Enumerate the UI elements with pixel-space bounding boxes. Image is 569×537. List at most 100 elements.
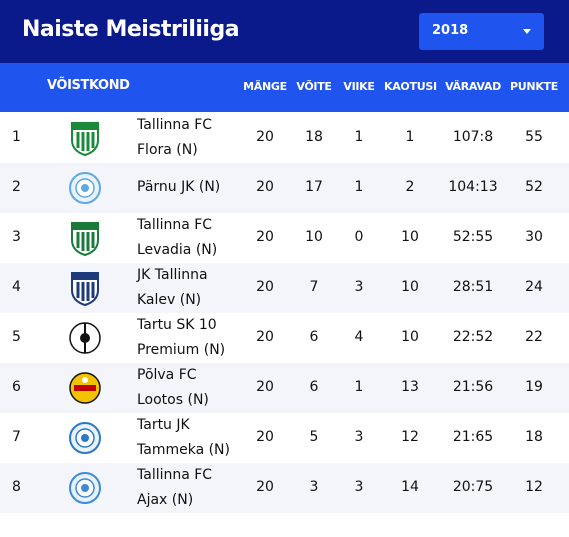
table-row[interactable]: 8 Tallinna FC Ajax (N) 20 3 3 14 20:75 12 bbox=[0, 463, 569, 513]
team-name-line-2: Lootos (N) bbox=[137, 392, 209, 408]
team-name[interactable]: Tallinna FC Ajax (N) bbox=[137, 463, 252, 513]
drawn-cell: 1 bbox=[354, 129, 364, 145]
team-name[interactable]: Tartu SK 10 Premium (N) bbox=[137, 313, 252, 363]
team-name[interactable]: Tartu JK Tammeka (N) bbox=[137, 413, 252, 463]
team-name-line-2: Flora (N) bbox=[137, 142, 198, 158]
lost-cell: 1 bbox=[405, 129, 415, 145]
team-name-line-2: Tammeka (N) bbox=[137, 442, 230, 458]
drawn-cell: 4 bbox=[354, 329, 364, 345]
played-cell: 20 bbox=[256, 279, 274, 295]
goals-cell: 22:52 bbox=[452, 329, 494, 345]
team-name[interactable]: JK Tallinna Kalev (N) bbox=[137, 263, 252, 313]
column-header-points: PUNKTE bbox=[510, 80, 558, 93]
goals-cell: 21:65 bbox=[452, 429, 494, 445]
table-header: VÕISTKOND MÄNGE VÕITE VIIKE KAOTUSI VÄRA… bbox=[0, 63, 569, 112]
goals-cell: 52:55 bbox=[452, 229, 494, 245]
column-header-goals: VÄRAVAD bbox=[445, 80, 501, 93]
played-cell: 20 bbox=[256, 379, 274, 395]
played-cell: 20 bbox=[256, 329, 274, 345]
played-cell: 20 bbox=[256, 179, 274, 195]
won-cell: 3 bbox=[309, 479, 319, 495]
goals-cell: 20:75 bbox=[452, 479, 494, 495]
won-cell: 6 bbox=[309, 379, 319, 395]
rank-cell: 5 bbox=[12, 329, 21, 345]
flora-logo-icon bbox=[71, 122, 99, 156]
table-row[interactable]: 5 Tartu SK 10 Premium (N) 20 6 4 10 22:52 22 bbox=[0, 313, 569, 363]
drawn-cell: 3 bbox=[354, 479, 364, 495]
team-name-line-1: Tallinna FC bbox=[137, 217, 213, 233]
points-cell: 55 bbox=[525, 129, 543, 145]
drawn-cell: 1 bbox=[354, 379, 364, 395]
team-name-line-1: JK Tallinna bbox=[137, 267, 208, 283]
table-row[interactable]: 3 Tallinna FC Levadia (N) 20 10 0 10 52:55 30 bbox=[0, 213, 569, 263]
lost-cell: 10 bbox=[401, 329, 419, 345]
team-name-line-1: Tartu JK bbox=[137, 417, 190, 433]
year-select[interactable]: 2018 bbox=[419, 13, 544, 50]
kalev-logo-icon bbox=[71, 272, 99, 306]
rank-cell: 6 bbox=[12, 379, 21, 395]
played-cell: 20 bbox=[256, 229, 274, 245]
ajax-logo-icon bbox=[69, 472, 101, 504]
table-row[interactable]: 4 JK Tallinna Kalev (N) 20 7 3 10 28:51 24 bbox=[0, 263, 569, 313]
won-cell: 6 bbox=[309, 329, 319, 345]
played-cell: 20 bbox=[256, 429, 274, 445]
column-header-team: VÕISTKOND bbox=[47, 78, 130, 93]
table-row[interactable]: 7 Tartu JK Tammeka (N) 20 5 3 12 21:65 18 bbox=[0, 413, 569, 463]
rank-cell: 1 bbox=[12, 129, 21, 145]
rank-cell: 4 bbox=[12, 279, 21, 295]
table-row[interactable]: 2 Pärnu JK (N) 20 17 1 2 104:13 52 bbox=[0, 163, 569, 213]
chevron-down-icon bbox=[523, 29, 531, 34]
points-cell: 12 bbox=[525, 479, 543, 495]
column-header-drawn: VIIKE bbox=[343, 80, 375, 93]
team-name[interactable]: Põlva FC Lootos (N) bbox=[137, 363, 252, 413]
won-cell: 18 bbox=[305, 129, 323, 145]
team-name[interactable]: Tallinna FC Flora (N) bbox=[137, 113, 252, 163]
goals-cell: 21:56 bbox=[452, 379, 494, 395]
column-header-won: VÕITE bbox=[296, 80, 332, 93]
table-row[interactable]: 6 Põlva FC Lootos (N) 20 6 1 13 21:56 19 bbox=[0, 363, 569, 413]
lost-cell: 12 bbox=[401, 429, 419, 445]
year-select-value: 2018 bbox=[432, 23, 469, 38]
team-name-line-1: Tartu SK 10 bbox=[137, 317, 217, 333]
won-cell: 7 bbox=[309, 279, 319, 295]
played-cell: 20 bbox=[256, 129, 274, 145]
rank-cell: 7 bbox=[12, 429, 21, 445]
rank-cell: 2 bbox=[12, 179, 21, 195]
parnu-logo-icon bbox=[69, 172, 101, 204]
tartu-sk10-logo-icon bbox=[69, 322, 101, 354]
points-cell: 30 bbox=[525, 229, 543, 245]
team-name-line-1: Põlva FC bbox=[137, 367, 197, 383]
team-name-line-2: Kalev (N) bbox=[137, 292, 202, 308]
lost-cell: 13 bbox=[401, 379, 419, 395]
column-header-lost: KAOTUSI bbox=[384, 80, 437, 93]
drawn-cell: 0 bbox=[354, 229, 364, 245]
lost-cell: 14 bbox=[401, 479, 419, 495]
goals-cell: 107:8 bbox=[452, 129, 494, 145]
drawn-cell: 3 bbox=[354, 429, 364, 445]
team-name-line-1: Tallinna FC bbox=[137, 117, 213, 133]
team-name-line-2: Levadia (N) bbox=[137, 242, 218, 258]
tammeka-logo-icon bbox=[69, 422, 101, 454]
lootos-logo-icon bbox=[69, 372, 101, 404]
team-name[interactable]: Tallinna FC Levadia (N) bbox=[137, 213, 252, 263]
goals-cell: 28:51 bbox=[452, 279, 494, 295]
rank-cell: 8 bbox=[12, 479, 21, 495]
column-header-played: MÄNGE bbox=[243, 80, 287, 93]
lost-cell: 10 bbox=[401, 279, 419, 295]
top-bar: Naiste Meistriliiga 2018 bbox=[0, 0, 569, 63]
points-cell: 18 bbox=[525, 429, 543, 445]
won-cell: 10 bbox=[305, 229, 323, 245]
points-cell: 24 bbox=[525, 279, 543, 295]
table-row[interactable]: 1 Tallinna FC Flora (N) 20 18 1 1 107:8 55 bbox=[0, 113, 569, 163]
team-name[interactable]: Pärnu JK (N) bbox=[137, 175, 252, 200]
page-title: Naiste Meistriliiga bbox=[22, 17, 240, 42]
won-cell: 5 bbox=[309, 429, 319, 445]
points-cell: 22 bbox=[525, 329, 543, 345]
rank-cell: 3 bbox=[12, 229, 21, 245]
points-cell: 52 bbox=[525, 179, 543, 195]
played-cell: 20 bbox=[256, 479, 274, 495]
team-name-line-1: Tallinna FC bbox=[137, 467, 213, 483]
team-name-line-1: Pärnu JK (N) bbox=[137, 179, 221, 195]
won-cell: 17 bbox=[305, 179, 323, 195]
team-name-line-2: Premium (N) bbox=[137, 342, 226, 358]
